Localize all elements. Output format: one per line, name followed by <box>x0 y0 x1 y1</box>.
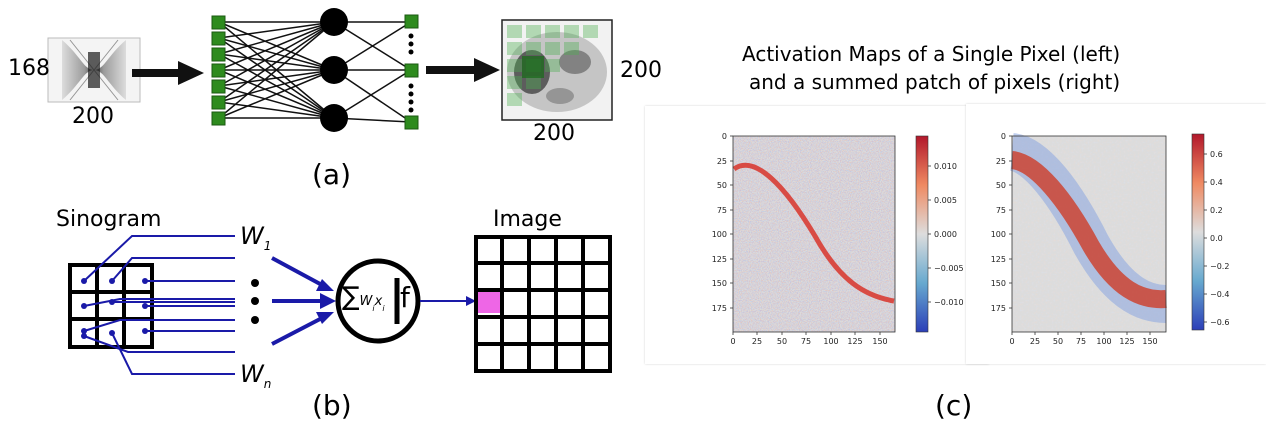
left-x-ticks: 0 25 50 75 100 125 150 <box>730 337 887 346</box>
neuron-output-arrow <box>420 296 476 306</box>
right-colorbar-tick: 0.0 <box>1210 234 1223 243</box>
output-reconstruction-image <box>501 19 613 121</box>
input-height-label: 168 <box>8 56 50 81</box>
right-colorbar-tick: −0.6 <box>1210 318 1229 327</box>
output-layer-nodes <box>404 14 419 130</box>
left-colorbar <box>915 135 929 333</box>
input-sinogram-thumbnail <box>47 37 141 103</box>
right-x-tick: 0 <box>1009 337 1014 346</box>
left-x-tick: 50 <box>777 337 787 346</box>
output-width-label: 200 <box>533 121 575 146</box>
right-y-tick: 75 <box>996 206 1006 215</box>
right-activation-map-svg: 0 25 50 75 100 125 150 0 25 50 75 100 12… <box>991 132 1230 346</box>
hidden-layer-nodes <box>320 8 348 132</box>
left-activation-map-panel: 0 25 50 75 100 125 150 0 25 50 75 100 12… <box>645 106 989 364</box>
right-y-tick: 150 <box>991 279 1006 288</box>
panel-b-caption: (b) <box>312 389 352 422</box>
right-x-tick: 75 <box>1076 337 1086 346</box>
activation-function-label: f <box>400 281 410 314</box>
right-y-tick: 25 <box>996 157 1006 166</box>
right-y-tick: 0 <box>1001 132 1006 141</box>
image-label: Image <box>493 207 562 232</box>
right-colorbar-tick: 0.2 <box>1210 206 1223 215</box>
right-colorbar <box>1191 133 1205 331</box>
panel-b-graphics <box>68 235 612 375</box>
converging-arrows <box>271 256 336 346</box>
right-x-tick: 100 <box>1096 337 1111 346</box>
right-y-tick: 100 <box>991 230 1006 239</box>
weight-last-label: Wn <box>240 360 272 391</box>
input-arrow <box>132 61 204 85</box>
left-y-tick: 100 <box>712 230 727 239</box>
panel-a-graphics <box>47 8 613 132</box>
left-y-tick: 25 <box>717 157 727 166</box>
weight-first-label: W1 <box>240 222 272 253</box>
left-activation-map-svg: 0 25 50 75 100 125 150 0 25 50 75 100 12… <box>712 132 964 346</box>
left-x-tick: 75 <box>801 337 811 346</box>
left-y-tick: 0 <box>722 132 727 141</box>
weight-line-dots <box>81 278 148 339</box>
right-colorbar-tick: −0.4 <box>1210 290 1229 299</box>
left-x-tick: 25 <box>752 337 762 346</box>
left-colorbar-tick: 0.010 <box>934 162 957 171</box>
right-x-ticks: 0 25 50 75 100 125 150 <box>1009 337 1157 346</box>
right-x-tick: 150 <box>1142 337 1157 346</box>
weight-lines <box>83 235 235 375</box>
left-x-tick: 125 <box>847 337 862 346</box>
panel-a-caption: (a) <box>312 158 352 191</box>
right-x-tick: 25 <box>1030 337 1040 346</box>
left-colorbar-ticks: 0.010 0.005 0.000 −0.005 −0.010 <box>934 162 964 307</box>
neuron-circle <box>335 258 421 344</box>
network-connections <box>218 21 412 123</box>
sum-formula: ∑Wixi <box>342 282 385 314</box>
left-y-tick: 125 <box>712 255 727 264</box>
right-x-tick: 125 <box>1119 337 1134 346</box>
image-grid <box>474 235 612 373</box>
right-y-tick: 125 <box>991 255 1006 264</box>
right-colorbar-ticks: 0.6 0.4 0.2 0.0 −0.2 −0.4 −0.6 <box>1210 150 1229 327</box>
output-arrow <box>426 58 500 82</box>
left-colorbar-tick: −0.010 <box>934 298 964 307</box>
left-y-tick: 75 <box>717 206 727 215</box>
panel-c-title-line1: Activation Maps of a Single Pixel (left) <box>742 42 1121 66</box>
panel-c-title-line2: and a summed patch of pixels (right) <box>749 70 1121 94</box>
output-height-label: 200 <box>620 58 662 83</box>
left-x-tick: 0 <box>730 337 735 346</box>
left-y-tick: 150 <box>712 279 727 288</box>
left-colorbar-tick: 0.005 <box>934 196 957 205</box>
right-activation-map-panel: 0 25 50 75 100 125 150 0 25 50 75 100 12… <box>966 104 1266 364</box>
input-layer-nodes <box>211 15 226 126</box>
left-x-tick: 150 <box>872 337 887 346</box>
sinogram-label: Sinogram <box>56 207 162 232</box>
left-colorbar-tick: −0.005 <box>934 264 964 273</box>
right-y-tick: 50 <box>996 181 1006 190</box>
left-y-tick: 50 <box>717 181 727 190</box>
right-x-tick: 50 <box>1053 337 1063 346</box>
panel-c-caption: (c) <box>935 389 973 422</box>
input-width-label: 200 <box>72 104 114 129</box>
right-colorbar-tick: 0.6 <box>1210 150 1223 159</box>
right-y-tick: 175 <box>991 304 1006 313</box>
right-colorbar-tick: 0.4 <box>1210 178 1223 187</box>
left-x-tick: 100 <box>823 337 838 346</box>
left-y-ticks: 0 25 50 75 100 125 150 175 <box>712 132 727 313</box>
right-colorbar-tick: −0.2 <box>1210 262 1229 271</box>
left-y-tick: 175 <box>712 304 727 313</box>
weights-ellipsis <box>251 279 259 324</box>
right-y-ticks: 0 25 50 75 100 125 150 175 <box>991 132 1006 313</box>
left-colorbar-tick: 0.000 <box>934 230 957 239</box>
